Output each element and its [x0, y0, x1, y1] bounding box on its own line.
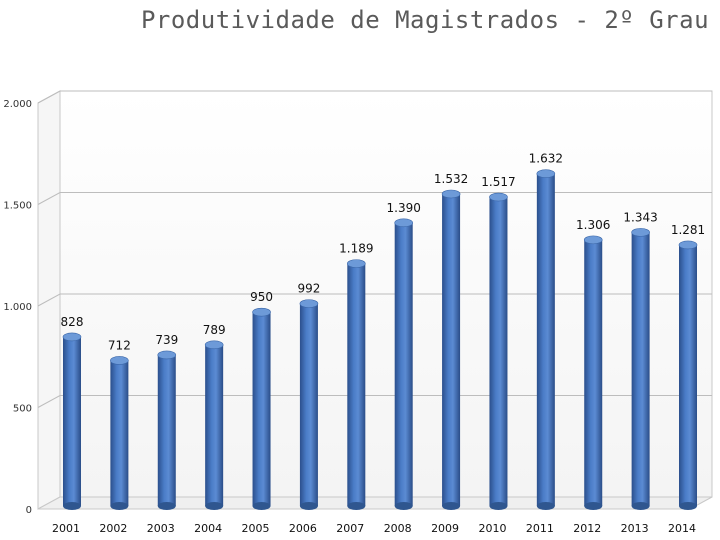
- bar: [299, 299, 319, 510]
- data-label: 1.390: [387, 201, 421, 215]
- x-tick-label: 2008: [384, 522, 412, 535]
- bar-body: [536, 173, 555, 507]
- bar-body: [584, 239, 603, 506]
- bar-body: [347, 263, 366, 506]
- bar-top: [536, 169, 556, 179]
- x-tick-label: 2011: [526, 522, 554, 535]
- bar: [394, 218, 413, 510]
- bar-bottom: [63, 502, 81, 510]
- x-tick-label: 2007: [336, 522, 364, 535]
- bar: [441, 189, 461, 510]
- bar-bottom: [157, 502, 176, 510]
- bar-top: [110, 356, 129, 365]
- bar-bottom: [252, 502, 271, 510]
- data-label: 950: [250, 290, 273, 304]
- gridline: [37, 90, 712, 104]
- chart-title: Produtividade de Magistrados - 2º Grau: [140, 6, 710, 34]
- bar: [157, 350, 177, 510]
- x-tick-label: 2010: [478, 522, 506, 535]
- bar-body: [489, 197, 508, 506]
- x-tick-label: 2001: [52, 522, 80, 535]
- x-tick-label: 2012: [573, 522, 601, 535]
- x-tick-label: 2014: [668, 522, 696, 535]
- bar: [536, 169, 556, 510]
- data-label: 1.532: [434, 172, 468, 186]
- bar-top: [678, 240, 698, 250]
- bar-body: [631, 232, 650, 506]
- bar-top: [583, 235, 603, 245]
- bar-bottom: [679, 502, 697, 510]
- data-label: 1.517: [481, 175, 515, 189]
- bar-bottom: [347, 502, 366, 510]
- bar: [110, 356, 129, 510]
- data-label: 1.632: [529, 152, 563, 166]
- bar-bottom: [110, 502, 129, 510]
- bar-top: [204, 340, 224, 350]
- data-label: 739: [155, 333, 178, 347]
- bar-body: [157, 354, 176, 506]
- bar-top: [157, 350, 177, 360]
- x-tick-label: 2002: [99, 522, 127, 535]
- bar-top: [394, 218, 413, 228]
- bar-bottom: [442, 502, 461, 510]
- x-tick-label: 2003: [147, 522, 175, 535]
- y-tick-label: 500: [13, 404, 32, 415]
- bar-body: [442, 194, 461, 506]
- bar-bottom: [489, 502, 508, 510]
- data-label: 712: [108, 338, 131, 352]
- y-tick-label: 1.500: [3, 201, 32, 212]
- bar-top: [631, 228, 650, 237]
- bar-bottom: [631, 502, 650, 510]
- data-label: 789: [203, 323, 226, 337]
- bar: [631, 228, 650, 510]
- bar-bottom: [536, 502, 555, 510]
- bar-bottom: [394, 502, 413, 510]
- x-tick-label: 2009: [431, 522, 459, 535]
- x-tick-label: 2006: [289, 522, 317, 535]
- data-label: 1.281: [671, 223, 705, 237]
- bar: [489, 192, 508, 510]
- data-label: 992: [297, 282, 320, 296]
- data-label: 1.189: [339, 242, 373, 256]
- bar: [583, 235, 603, 510]
- bar-top: [347, 259, 366, 268]
- data-label: 1.343: [623, 210, 657, 224]
- bar-top: [252, 307, 271, 317]
- y-tick-label: 1.000: [3, 302, 32, 313]
- bar: [62, 332, 82, 510]
- bar-body: [252, 312, 271, 506]
- bar-bottom: [299, 502, 318, 510]
- bar-top: [441, 189, 461, 199]
- bar-body: [63, 336, 81, 506]
- bar-body: [299, 303, 318, 506]
- y-tick-label: 2.000: [3, 99, 32, 110]
- bar-bottom: [584, 502, 603, 510]
- gridline: [37, 192, 712, 205]
- data-label: 1.306: [576, 218, 610, 232]
- x-tick-label: 2004: [194, 522, 222, 535]
- bar-body: [110, 360, 129, 506]
- bar: [204, 340, 224, 510]
- bar: [252, 307, 271, 510]
- bar-top: [299, 299, 319, 308]
- bar: [347, 259, 366, 510]
- chart-floor: [37, 496, 713, 510]
- y-tick-label: 0: [26, 505, 32, 516]
- bar-body: [679, 244, 697, 506]
- bar-body: [205, 344, 224, 506]
- bar-bottom: [205, 502, 224, 510]
- bar-top: [489, 192, 508, 202]
- bar-body: [394, 222, 413, 506]
- x-tick-label: 2005: [242, 522, 270, 535]
- x-tick-label: 2013: [621, 522, 649, 535]
- data-label: 828: [61, 315, 84, 329]
- bar-top: [62, 332, 82, 342]
- bar: [678, 240, 698, 510]
